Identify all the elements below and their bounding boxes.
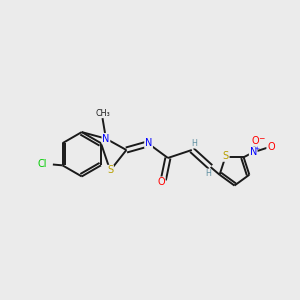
Text: S: S bbox=[223, 151, 229, 161]
Text: CH₃: CH₃ bbox=[95, 109, 110, 118]
Text: −: − bbox=[258, 134, 264, 143]
Text: O: O bbox=[157, 177, 165, 187]
Text: N: N bbox=[145, 138, 152, 148]
Text: N: N bbox=[250, 147, 257, 157]
Text: S: S bbox=[107, 166, 113, 176]
Text: O: O bbox=[267, 142, 275, 152]
Text: N: N bbox=[102, 134, 110, 144]
Text: H: H bbox=[192, 139, 198, 148]
Text: H: H bbox=[205, 169, 211, 178]
Text: +: + bbox=[254, 146, 260, 151]
Text: O: O bbox=[252, 136, 259, 146]
Text: Cl: Cl bbox=[38, 159, 47, 169]
